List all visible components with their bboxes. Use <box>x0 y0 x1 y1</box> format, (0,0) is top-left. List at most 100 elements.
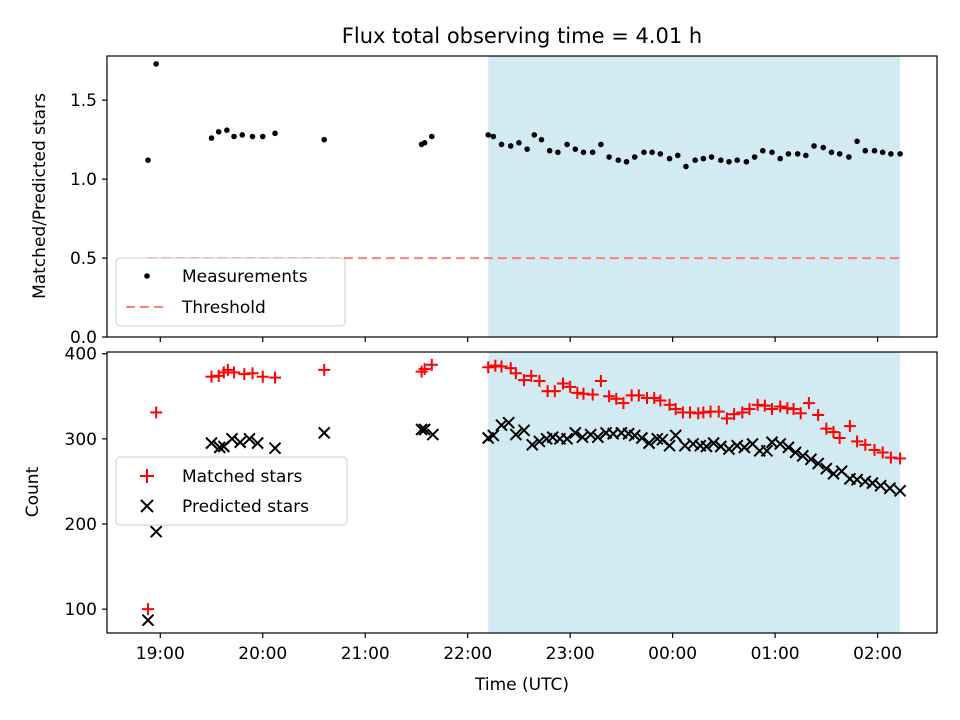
matched-star-point <box>246 367 259 380</box>
predicted-star-point <box>517 424 531 437</box>
predicted-star-point <box>584 428 597 441</box>
predicted-star-point <box>243 432 256 446</box>
legend-matched-marker <box>140 469 154 483</box>
matched-star-point <box>221 363 234 376</box>
measurement-point <box>564 141 570 148</box>
top-y-tick-label: 1.0 <box>70 170 97 190</box>
matched-star-point <box>812 409 825 422</box>
matched-star-point <box>556 377 569 390</box>
predicted-star-point <box>225 432 239 446</box>
matched-star-point <box>758 399 771 412</box>
matched-star-point <box>859 438 872 451</box>
matched-star-point <box>495 360 508 373</box>
legend-measurements-label: Measurements <box>182 267 308 287</box>
x-axis-label: Time (UTC) <box>474 675 569 695</box>
predicted-star-point <box>569 426 582 440</box>
measurement-point <box>239 132 246 138</box>
measurement-point <box>674 152 681 159</box>
measurement-point <box>531 132 538 138</box>
bottom-y-tick-label: 200 <box>65 515 97 535</box>
predicted-star-point <box>628 429 641 442</box>
measurement-point <box>871 147 878 154</box>
predicted-star-point <box>730 439 744 452</box>
measurement-point <box>272 130 278 137</box>
predicted-star-point <box>686 437 700 451</box>
predicted-star-point <box>669 429 682 442</box>
matched-star-point <box>603 390 616 403</box>
matched-star-point <box>648 391 661 404</box>
measurement-point <box>820 144 827 151</box>
measurement-point <box>580 149 587 156</box>
predicted-star-point <box>141 614 155 627</box>
bottom-y-ticks: 100 200 300 400 <box>65 345 107 620</box>
measurement-point <box>760 147 766 154</box>
predicted-star-point <box>251 436 264 450</box>
predicted-star-point <box>495 419 508 432</box>
matched-star-point <box>418 363 431 376</box>
predicted-star-point <box>205 436 218 450</box>
measurement-point <box>683 163 689 170</box>
matched-star-point <box>654 394 667 407</box>
bottom-panel: 19:00 20:00 21:00 22:00 23:00 00:00 01:00 02:00… <box>23 345 938 664</box>
matched-star-point <box>533 374 546 387</box>
legend-threshold-label: Threshold <box>181 298 266 318</box>
measurement-point <box>623 158 630 165</box>
predicted-star-point <box>546 430 559 444</box>
matched-star-point <box>269 371 282 384</box>
matched-star-point <box>820 422 833 435</box>
measurement-point <box>598 141 604 148</box>
matched-star-point <box>736 406 749 419</box>
measurement-point <box>249 133 256 140</box>
measurement-point <box>145 157 151 163</box>
predicted-star-point <box>213 441 226 454</box>
matched-star-point <box>774 400 787 413</box>
matched-star-point <box>594 374 607 387</box>
matched-star-point <box>851 435 864 448</box>
measurement-point <box>516 140 522 146</box>
top-y-tick-label: 0.5 <box>70 249 97 269</box>
measurement-point <box>429 133 435 140</box>
measurement-point <box>589 149 596 156</box>
measurement-point <box>649 149 655 156</box>
matched-star-point <box>509 367 522 380</box>
measurement-point <box>224 127 230 133</box>
matched-star-point <box>525 369 538 382</box>
matched-star-point <box>669 403 682 416</box>
predicted-star-point <box>526 438 539 452</box>
matched-star-point <box>228 366 241 379</box>
measurement-point <box>854 138 860 145</box>
predicted-star-point <box>782 441 795 454</box>
measurement-point <box>490 133 497 140</box>
bottom-y-tick-label: 100 <box>65 600 97 620</box>
measurement-point <box>846 154 852 160</box>
top-legend: Measurements Threshold <box>115 257 346 327</box>
matched-star-point <box>425 358 438 371</box>
top-plot-frame <box>106 55 938 338</box>
predicted-star-point <box>714 440 727 453</box>
matched-star-point <box>150 406 163 419</box>
bottom-plot-frame <box>106 351 938 634</box>
matched-star-point <box>504 362 517 375</box>
measurement-point <box>498 141 505 148</box>
matched-star-point <box>610 392 623 405</box>
predicted-star-point <box>883 482 897 495</box>
matched-star-point <box>894 452 907 465</box>
matched-star-point <box>712 405 725 418</box>
predicted-star-point <box>738 441 751 454</box>
bottom-y-tick-label: 400 <box>65 345 97 365</box>
measurement-point <box>794 151 801 157</box>
predicted-star-point <box>560 432 574 446</box>
matched-star-point <box>415 365 428 378</box>
measurement-point <box>485 132 491 138</box>
top-shaded-span <box>488 56 901 337</box>
x-tick-label: 22:00 <box>443 644 492 664</box>
matched-star-point <box>802 397 815 410</box>
matched-star-point <box>564 380 577 393</box>
measurement-point <box>836 151 843 157</box>
predicted-star-point <box>415 423 428 436</box>
measurement-point <box>700 155 707 162</box>
x-tick-label: 23:00 <box>546 644 595 664</box>
measurement-point <box>524 146 530 152</box>
predicted-star-point <box>774 437 787 451</box>
predicted-star-point <box>591 430 605 444</box>
